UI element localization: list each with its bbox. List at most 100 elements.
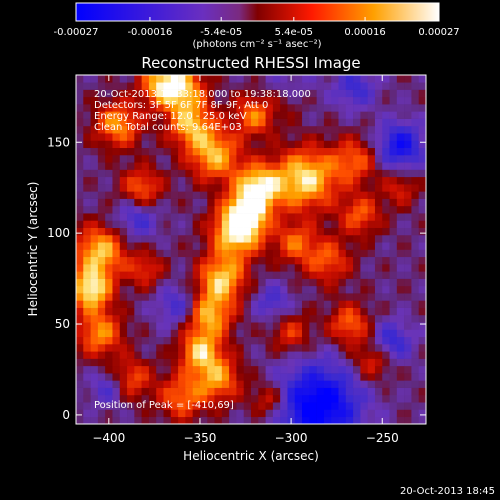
heatmap-cell xyxy=(396,140,405,149)
heatmap-cell xyxy=(141,402,150,410)
heatmap-cell xyxy=(316,307,325,316)
heatmap-cell xyxy=(156,96,164,105)
heatmap-cell xyxy=(119,169,128,178)
colorbar-gradient xyxy=(75,2,440,22)
heatmap-cell xyxy=(185,198,193,207)
heatmap-cell xyxy=(97,220,106,228)
heatmap-cell xyxy=(389,140,398,149)
heatmap-cell xyxy=(294,380,303,388)
heatmap-cell xyxy=(323,104,332,112)
heatmap-cell xyxy=(382,300,390,308)
heatmap-cell xyxy=(229,351,237,359)
heatmap-cell xyxy=(280,227,288,236)
heatmap-cell xyxy=(331,227,339,236)
heatmap-cell xyxy=(265,416,274,424)
heatmap-cell xyxy=(163,256,172,265)
heatmap-cell xyxy=(258,314,266,323)
heatmap-cell xyxy=(243,358,252,367)
heatmap-cell xyxy=(389,169,398,178)
heatmap-cell xyxy=(148,205,157,214)
heatmap-cell xyxy=(141,89,150,98)
heatmap-cell xyxy=(323,351,332,359)
heatmap-cell xyxy=(389,264,398,272)
heatmap-cell xyxy=(316,234,325,243)
heatmap-cell xyxy=(192,133,201,141)
heatmap-cell xyxy=(331,162,339,170)
heatmap-cell xyxy=(287,234,296,243)
heatmap-cell xyxy=(382,264,390,272)
heatmap-cell xyxy=(105,176,113,185)
heatmap-cell xyxy=(360,82,368,90)
heatmap-cell xyxy=(374,75,383,83)
colorbar-tick-label: -0.00016 xyxy=(127,27,172,38)
heatmap-cell xyxy=(192,394,201,403)
heatmap-cell xyxy=(127,162,135,170)
heatmap-cell xyxy=(272,184,281,192)
heatmap-cell xyxy=(389,402,398,410)
heatmap-cell xyxy=(251,111,259,119)
heatmap-cell xyxy=(185,351,193,359)
heatmap-cell xyxy=(141,96,150,105)
heatmap-cell xyxy=(294,118,303,127)
heatmap-cell xyxy=(294,293,303,301)
heatmap-cell xyxy=(280,322,288,330)
heatmap-cell xyxy=(90,234,99,243)
heatmap-cell xyxy=(163,285,172,294)
heatmap-cell xyxy=(316,176,325,185)
heatmap-cell xyxy=(127,140,135,149)
heatmap-cell xyxy=(90,256,99,265)
heatmap-cell xyxy=(316,220,325,228)
heatmap-cell xyxy=(163,322,172,330)
heatmap-cell xyxy=(265,373,274,381)
heatmap-cell xyxy=(265,322,274,330)
heatmap-cell xyxy=(323,307,332,316)
heatmap-cell xyxy=(83,387,91,396)
heatmap-cell xyxy=(345,264,354,272)
heatmap-cell xyxy=(170,96,179,105)
heatmap-cell xyxy=(265,278,274,287)
heatmap-cell xyxy=(178,264,186,272)
heatmap-cell xyxy=(265,307,274,316)
heatmap-cell xyxy=(185,89,193,98)
heatmap-cell xyxy=(287,220,296,228)
heatmap-cell xyxy=(192,234,201,243)
heatmap-cell xyxy=(389,256,398,265)
heatmap-cell xyxy=(229,162,237,170)
heatmap-cell xyxy=(141,300,150,308)
heatmap-cell xyxy=(280,314,288,323)
colorbar-tick-label: 5.4e-05 xyxy=(275,27,313,38)
heatmap-cell xyxy=(119,344,128,352)
heatmap-cell xyxy=(83,176,91,185)
heatmap-cell xyxy=(316,75,325,83)
heatmap-cell xyxy=(236,89,245,98)
heatmap-cell xyxy=(141,416,150,424)
heatmap-cell xyxy=(199,96,208,105)
heatmap-cell xyxy=(404,358,412,367)
heatmap-cell xyxy=(265,176,274,185)
heatmap-cell xyxy=(243,402,252,410)
heatmap-cell xyxy=(309,140,317,149)
heatmap-cell xyxy=(396,278,405,287)
heatmap-cell xyxy=(280,169,288,178)
heatmap-cell xyxy=(323,169,332,178)
heatmap-cell xyxy=(258,278,266,287)
heatmap-cell xyxy=(418,96,426,105)
heatmap-cell xyxy=(389,314,398,323)
heatmap-cell xyxy=(141,176,150,185)
heatmap-cell xyxy=(316,227,325,236)
heatmap-cell xyxy=(411,358,420,367)
heatmap-cell xyxy=(221,242,230,250)
heatmap-cell xyxy=(127,111,135,119)
heatmap-cell xyxy=(418,140,426,149)
heatmap-cell xyxy=(338,198,347,207)
heatmap-cell xyxy=(76,336,84,345)
heatmap-cell xyxy=(236,307,245,316)
heatmap-cell xyxy=(97,169,106,178)
heatmap-cell xyxy=(287,278,296,287)
heatmap-cell xyxy=(141,358,150,367)
heatmap-cell xyxy=(360,147,368,156)
heatmap-cell xyxy=(287,293,296,301)
heatmap-cell xyxy=(411,213,420,221)
heatmap-cell xyxy=(119,176,128,185)
heatmap-cell xyxy=(280,336,288,345)
